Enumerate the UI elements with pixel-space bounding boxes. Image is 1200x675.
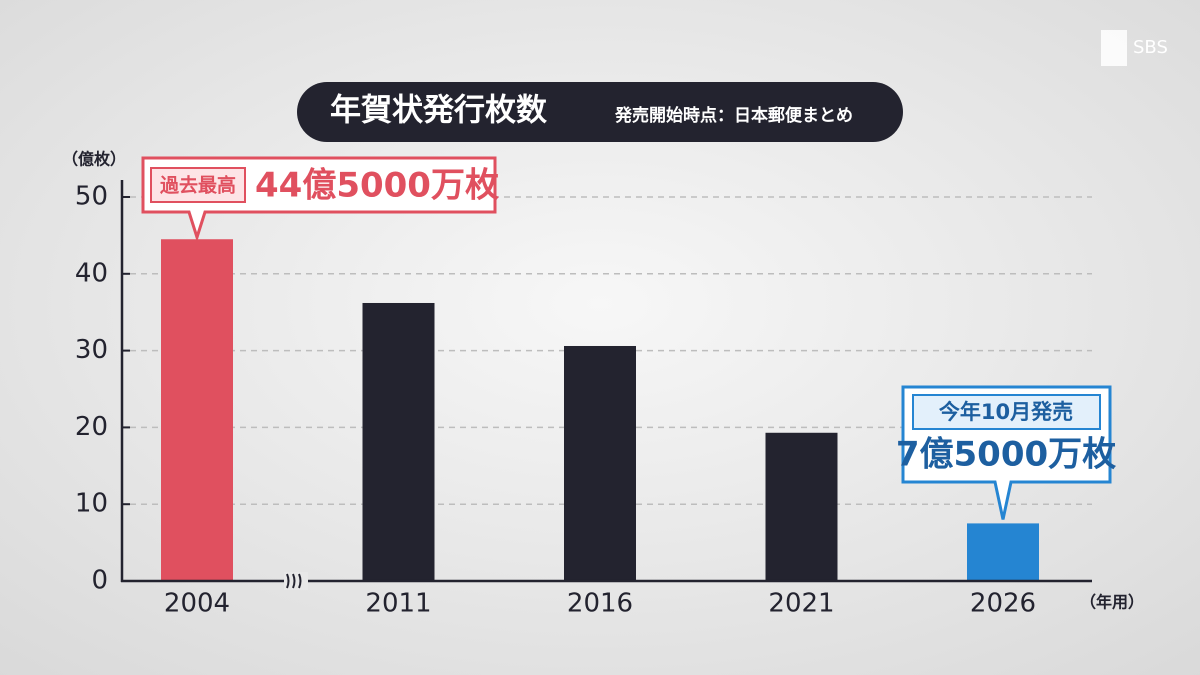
value-label: 7億5000万枚	[896, 435, 1116, 475]
chart-title: 年賀状発行枚数	[330, 93, 547, 129]
y-tick-label: 40	[75, 258, 108, 288]
x-unit: （年用）	[1080, 593, 1144, 612]
value-note: 今年10月発売	[939, 400, 1073, 424]
y-tick-label: 30	[75, 335, 108, 365]
x-tick-label: 2021	[768, 589, 834, 619]
y-tick-label: 50	[75, 182, 108, 212]
y-tick-label: 20	[75, 412, 108, 442]
y-tick-label: 10	[75, 489, 108, 519]
x-tick-label: 2011	[365, 589, 431, 619]
y-unit: （億枚）	[62, 150, 126, 169]
bar	[161, 239, 233, 582]
bars	[161, 239, 1039, 582]
callout: 過去最高 44億5000万枚	[141, 156, 499, 243]
axis-break-gap	[284, 572, 308, 590]
callout: 今年10月発売 7億5000万枚	[896, 385, 1116, 520]
x-tick-label: 2016	[567, 589, 633, 619]
value-note: 過去最高	[160, 174, 236, 197]
y-tick-label: 0	[91, 566, 108, 596]
callout-tag	[912, 394, 1101, 430]
bar	[967, 523, 1039, 581]
x-tick-label: 2026	[970, 589, 1036, 619]
x-tick-label: 2004	[164, 589, 230, 619]
value-label: 44億5000万枚	[255, 166, 499, 206]
labels: 0 10 20 30 40 50 2004 過去最高 44億5000万枚 2011 2016 2021…	[75, 156, 1116, 619]
callout-tag	[150, 167, 246, 203]
bar	[765, 432, 838, 581]
logo: SBS	[1133, 37, 1168, 58]
bar	[564, 345, 636, 581]
chart-subtitle: 発売開始時点：日本郵便まとめ	[614, 105, 853, 126]
bar	[362, 302, 435, 581]
axis-break	[286, 573, 302, 589]
logo-icon	[1101, 30, 1127, 66]
title-pill	[297, 82, 903, 142]
